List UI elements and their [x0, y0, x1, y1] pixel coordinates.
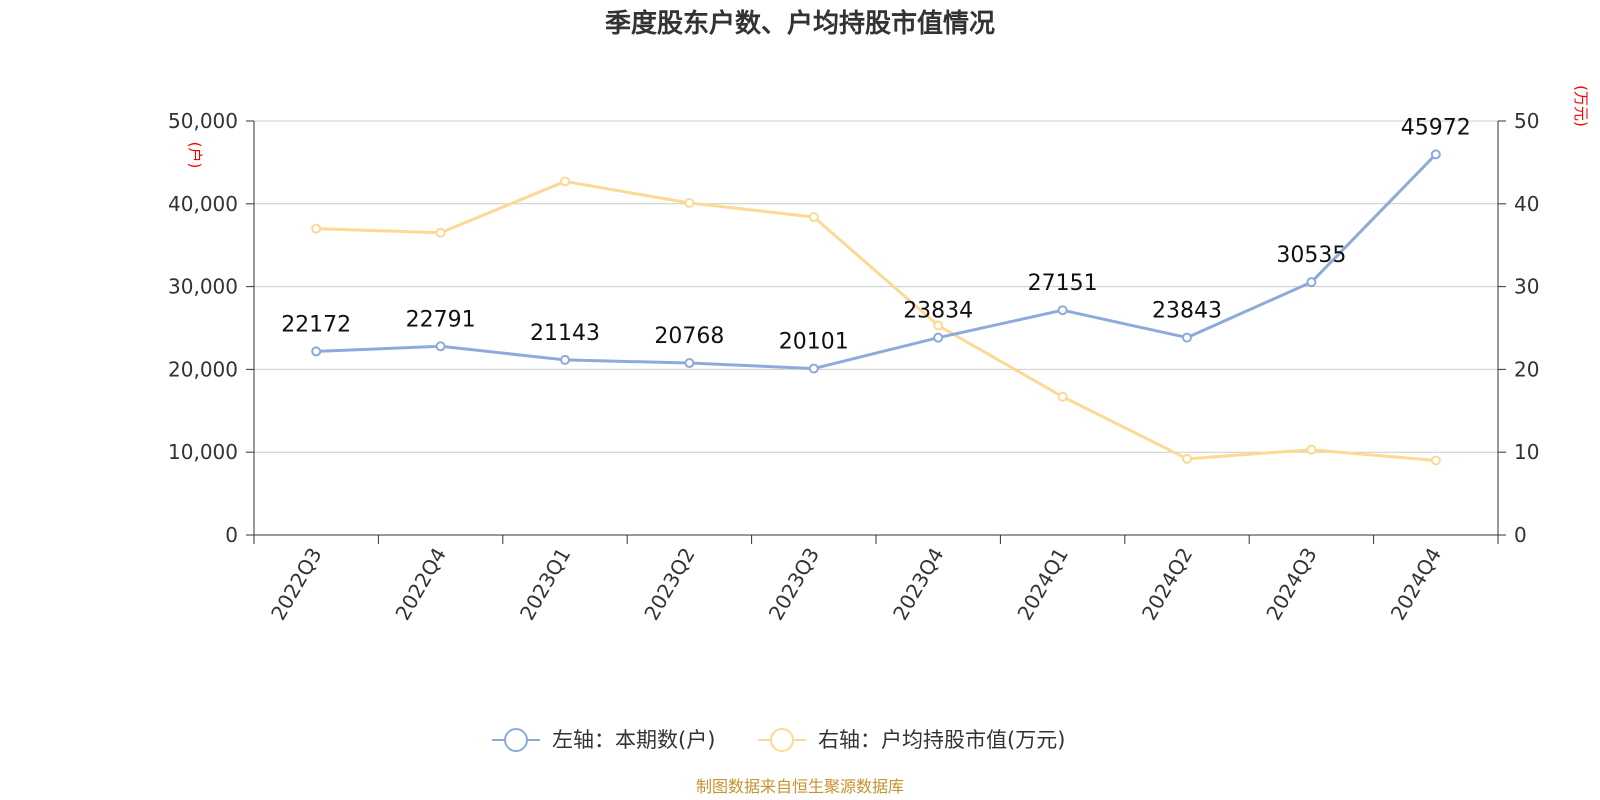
right-axis: 0 10 20 30 40 50: [1497, 109, 1539, 547]
x-axis-tick-label: 2022Q3: [266, 544, 326, 625]
x-axis: 2022Q3 2022Q4 2023Q1 2023Q2 2023Q3 2023Q4 2024…: [253, 534, 1499, 625]
data-point-right: [1057, 391, 1068, 402]
x-axis-tick-label: 2024Q2: [1137, 544, 1197, 625]
legend-left-label: 左轴：本期数(户): [552, 728, 715, 752]
x-axis-tick-label: 2023Q3: [764, 544, 824, 625]
data-label: 27151: [1028, 271, 1098, 296]
data-point-right: [1430, 455, 1441, 466]
data-label: 20768: [654, 324, 724, 349]
left-axis-tick-label: 40,000: [168, 192, 238, 216]
legend[interactable]: 左轴：本期数(户) 右轴：户均持股市值(万元): [492, 728, 1065, 752]
data-point-left: [684, 358, 695, 369]
data-source: 制图数据来自恒生聚源数据库: [696, 777, 904, 796]
data-label: 45972: [1401, 115, 1471, 140]
series-line-left: [316, 153, 1437, 371]
data-point-right: [560, 176, 570, 187]
data-point-left: [435, 341, 446, 352]
data-point-left: [808, 363, 819, 374]
data-point-left: [1306, 277, 1317, 288]
legend-left-circle-icon: [504, 728, 528, 752]
data-point-right: [808, 212, 819, 223]
right-axis-tick-label: 40: [1514, 192, 1539, 216]
x-axis-tick-label: 2024Q4: [1386, 544, 1446, 625]
left-axis: 0 10,000 20,000 30,000 40,000 50,000: [168, 109, 255, 547]
left-axis-tick-label: 0: [225, 523, 238, 547]
series-layer: [311, 149, 1441, 466]
data-label: 23843: [1152, 299, 1222, 324]
x-axis-tick-label: 2024Q3: [1261, 544, 1321, 625]
data-labels: 22172 22791 21143 20768 20101 23834 27151 23843…: [281, 115, 1471, 354]
data-point-left: [1430, 149, 1441, 160]
left-axis-tick-label: 30,000: [168, 275, 238, 299]
legend-right-circle-icon: [770, 728, 794, 752]
data-label: 22172: [281, 312, 351, 337]
right-axis-tick-label: 0: [1514, 523, 1527, 547]
data-point-right: [435, 227, 446, 238]
x-axis-tick-label: 2023Q2: [639, 544, 699, 625]
data-point-left: [1182, 332, 1192, 343]
data-label: 22791: [406, 307, 476, 332]
x-axis-tick-label: 2023Q4: [888, 544, 948, 625]
data-point-right: [311, 223, 322, 234]
data-point-left: [933, 332, 944, 343]
right-axis-tick-label: 10: [1514, 440, 1539, 464]
legend-right-label: 右轴：户均持股市值(万元): [818, 728, 1065, 752]
data-point-left: [560, 354, 570, 365]
data-point-right: [1182, 453, 1192, 464]
data-label: 20101: [779, 330, 849, 355]
data-label: 21143: [530, 321, 600, 346]
data-label: 23834: [903, 299, 973, 324]
data-point-right: [684, 197, 695, 208]
data-point-right: [933, 320, 944, 331]
legend-item-right-series[interactable]: 右轴：户均持股市值(万元): [758, 728, 1065, 752]
data-point-left: [1057, 305, 1068, 316]
data-point-right: [1306, 444, 1317, 455]
x-axis-tick-label: 2024Q1: [1012, 544, 1072, 625]
data-point-left: [311, 346, 322, 357]
left-axis-tick-label: 20,000: [168, 357, 238, 381]
series-line-right: [316, 179, 1436, 462]
x-axis-tick-label: 2023Q1: [515, 544, 575, 625]
legend-item-left-series[interactable]: 左轴：本期数(户): [492, 728, 715, 752]
right-axis-tick-label: 20: [1514, 357, 1539, 381]
left-axis-unit: (户): [186, 142, 204, 169]
chart-title: 季度股东户数、户均持股市值情况: [605, 8, 995, 39]
right-axis-tick-label: 50: [1514, 109, 1539, 133]
left-axis-tick-label: 10,000: [168, 440, 238, 464]
x-axis-tick-label: 2022Q4: [390, 544, 450, 625]
left-axis-tick-label: 50,000: [168, 109, 238, 133]
data-label: 30535: [1276, 243, 1346, 268]
right-axis-unit: (万元): [1572, 85, 1590, 127]
right-axis-tick-label: 30: [1514, 275, 1539, 299]
